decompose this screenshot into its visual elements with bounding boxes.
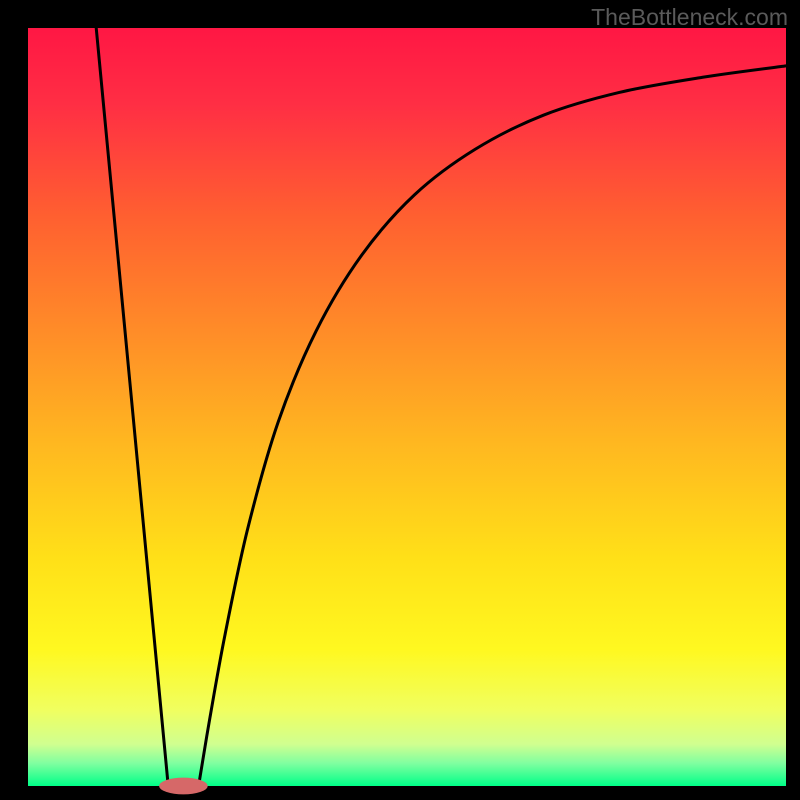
bottleneck-chart [0,0,800,800]
watermark-text: TheBottleneck.com [591,4,788,31]
chart-container: TheBottleneck.com [0,0,800,800]
